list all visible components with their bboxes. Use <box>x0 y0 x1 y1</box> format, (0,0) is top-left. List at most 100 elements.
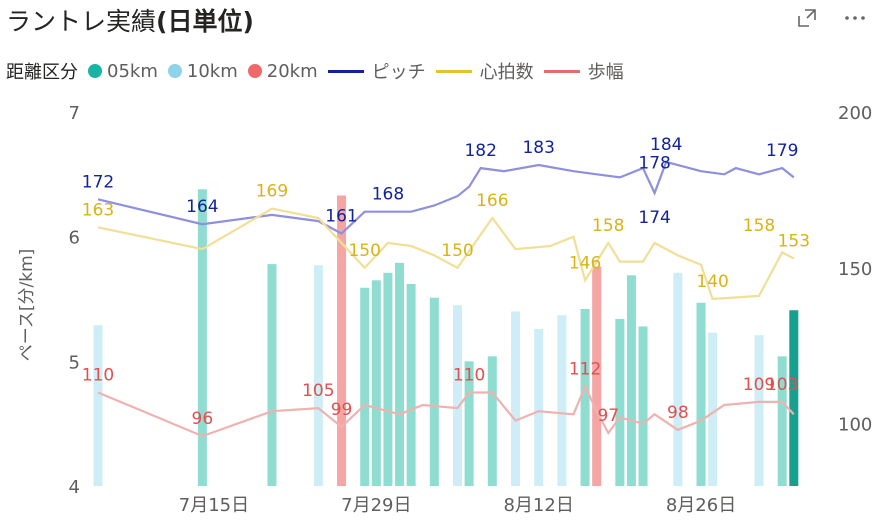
data-label: 97 <box>597 406 619 426</box>
bar-10km <box>534 328 544 486</box>
y2-tick-label: 200 <box>838 103 872 124</box>
y-axis-title: ペース[分/km] <box>17 249 37 362</box>
bar-05km <box>487 356 497 486</box>
data-label: 110 <box>82 366 114 386</box>
data-label: 99 <box>331 400 353 420</box>
bar-05km <box>360 287 370 486</box>
legend-item-4[interactable]: 心拍数 <box>435 58 534 84</box>
data-label: 146 <box>569 253 601 273</box>
bar-05km <box>429 297 439 486</box>
bar-10km <box>557 315 567 486</box>
bar-05km <box>395 262 405 486</box>
x-tick-label: 8月12日 <box>503 495 573 516</box>
data-label: 98 <box>667 403 689 423</box>
data-label: 105 <box>302 381 334 401</box>
bar-10km <box>673 272 683 486</box>
bar-05km <box>406 284 416 486</box>
bar-05km <box>371 280 381 486</box>
legend-item-5[interactable]: 歩幅 <box>543 58 624 84</box>
legend-item-0[interactable]: 05km <box>88 61 158 82</box>
bar-10km <box>313 265 323 486</box>
bar-05km <box>464 361 474 486</box>
data-label: 169 <box>256 182 288 202</box>
x-tick-label: 7月29日 <box>341 495 411 516</box>
focus-mode-icon[interactable] <box>795 6 819 35</box>
bar-20km <box>337 195 347 486</box>
legend-label-3: ピッチ <box>371 62 426 83</box>
bar-10km <box>510 311 520 486</box>
bar-10km <box>754 335 764 486</box>
data-label: 110 <box>453 366 485 386</box>
bar-10km <box>453 305 462 486</box>
legend-label-1: 10km <box>186 60 238 82</box>
legend-label-4: 心拍数 <box>479 62 534 83</box>
legend-item-1[interactable]: 10km <box>167 60 238 82</box>
data-label: 172 <box>82 172 114 192</box>
data-label: 103 <box>766 375 798 395</box>
data-label: 153 <box>778 231 810 251</box>
y-tick-label: 7 <box>69 103 80 124</box>
data-label: 150 <box>348 241 380 261</box>
legend: 距離区分 05km 10km 20km ピッチ 心拍数 歩幅 <box>6 58 634 84</box>
x-tick-label: 8月26日 <box>666 495 736 516</box>
y2-tick-label: 100 <box>838 415 872 436</box>
data-label: 178 <box>638 154 670 174</box>
data-label: 179 <box>766 141 798 161</box>
legend-swatch-3 <box>327 69 364 73</box>
legend-swatch-4 <box>435 69 472 73</box>
series-line-2 <box>97 383 795 438</box>
y-tick-label: 6 <box>69 228 80 249</box>
data-label: 158 <box>592 216 624 236</box>
bar-05km <box>638 326 648 486</box>
bar-05km <box>197 189 207 486</box>
bar-05km <box>789 310 799 486</box>
y-tick-label: 4 <box>69 477 80 498</box>
bar-10km <box>708 332 718 486</box>
legend-swatch-0 <box>88 64 102 78</box>
bar-05km <box>626 275 636 486</box>
bar-05km <box>777 356 787 486</box>
data-label: 158 <box>743 216 775 236</box>
bar-05km <box>580 308 590 486</box>
series-line-0 <box>97 160 795 235</box>
legend-item-3[interactable]: ピッチ <box>327 58 426 84</box>
data-label: 140 <box>696 272 728 292</box>
data-label: 96 <box>192 409 214 429</box>
more-options-icon-graphic <box>845 16 865 20</box>
chart-title-main: ラントレ実績 <box>6 7 157 36</box>
data-label: 164 <box>186 197 218 217</box>
bar-20km <box>592 266 602 486</box>
bar-05km <box>383 272 393 486</box>
bar-10km <box>93 325 103 486</box>
legend-swatch-5 <box>543 69 580 73</box>
y2-tick-label: 150 <box>838 259 872 280</box>
bar-05km <box>696 302 706 486</box>
data-label: 174 <box>638 208 670 228</box>
data-label: 168 <box>372 185 404 205</box>
more-options-icon[interactable] <box>842 6 870 35</box>
legend-label-2: 20km <box>266 60 318 82</box>
chart-title-paren: (日単位) <box>156 7 254 36</box>
legend-item-2[interactable]: 20km <box>247 60 318 82</box>
focus-mode-icon-graphic <box>798 9 816 27</box>
series-line-1 <box>97 207 795 301</box>
legend-swatch-2 <box>247 64 262 78</box>
data-label: 163 <box>82 200 114 220</box>
data-label: 183 <box>522 138 554 158</box>
bar-05km <box>267 264 277 486</box>
legend-label-5: 歩幅 <box>587 62 624 83</box>
data-label: 112 <box>569 359 601 379</box>
data-label: 184 <box>650 135 682 155</box>
bar-05km <box>615 318 625 486</box>
data-label: 109 <box>743 375 775 395</box>
data-label: 161 <box>325 207 357 227</box>
legend-label-0: 05km <box>107 60 158 82</box>
data-label: 150 <box>441 241 473 261</box>
legend-swatch-1 <box>167 64 182 78</box>
chart-title: ラントレ実績(日単位) <box>6 2 254 38</box>
legend-title: 距離区分 <box>6 62 78 83</box>
y-tick-label: 5 <box>69 352 80 373</box>
data-label: 166 <box>476 191 508 211</box>
data-label: 182 <box>464 141 496 161</box>
